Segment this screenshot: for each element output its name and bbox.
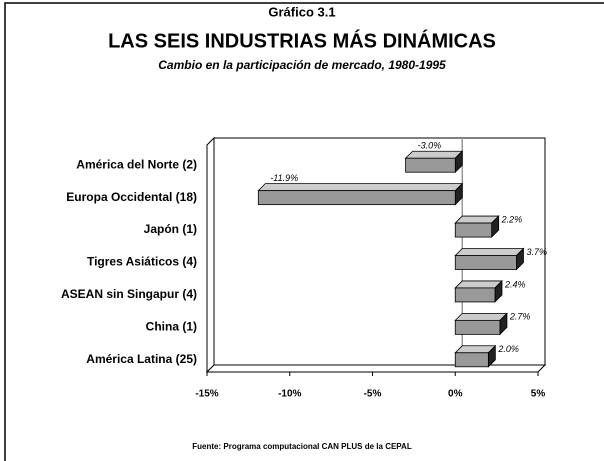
x-tick-label: 5% [531, 389, 546, 400]
floor [205, 364, 547, 373]
x-tick-label: -5% [364, 389, 382, 400]
y-tick-label: Japón (1) [144, 222, 197, 236]
side-wall [206, 136, 215, 374]
data-label: 2.2% [501, 214, 523, 224]
bar [454, 255, 517, 270]
bar [454, 222, 493, 238]
y-tick-label: América Latina (25) [86, 352, 197, 366]
data-label: 2.0% [497, 344, 519, 354]
data-label: -3.0% [418, 141, 442, 151]
bar [405, 157, 456, 173]
data-label: -11.9% [270, 173, 298, 183]
bar-top [257, 183, 464, 192]
source: Fuente: Programa computacional CAN PLUS … [192, 442, 412, 451]
supertitle: Gráfico 3.1 [268, 4, 335, 19]
bar [454, 352, 489, 368]
data-label: 2.7% [509, 312, 531, 322]
subtitle: Cambio en la participación de mercado, 1… [158, 58, 446, 72]
bar-top [454, 248, 525, 256]
data-label: 3.7% [526, 247, 547, 257]
frame [4, 2, 604, 461]
bar [257, 190, 456, 206]
y-tick-label: China (1) [146, 320, 197, 334]
y-tick-label: América del Norte (2) [76, 157, 197, 171]
bar [454, 319, 501, 335]
x-tick-label: -15% [195, 389, 218, 400]
y-tick-label: Europa Occidental (18) [66, 190, 197, 204]
bar-top [404, 150, 464, 159]
chart-title: LAS SEIS INDUSTRIAS MÁS DINÁMICAS [108, 29, 496, 52]
bar-top [454, 280, 503, 289]
x-tick-label: -10% [278, 389, 301, 400]
bar-top [454, 312, 508, 321]
y-tick-label: Tigres Asiáticos (4) [87, 255, 197, 269]
x-tick-label: 0% [448, 389, 463, 400]
bar [454, 287, 496, 303]
y-tick-label: ASEAN sin Singapur (4) [61, 287, 197, 301]
data-label: 2.4% [504, 279, 526, 289]
